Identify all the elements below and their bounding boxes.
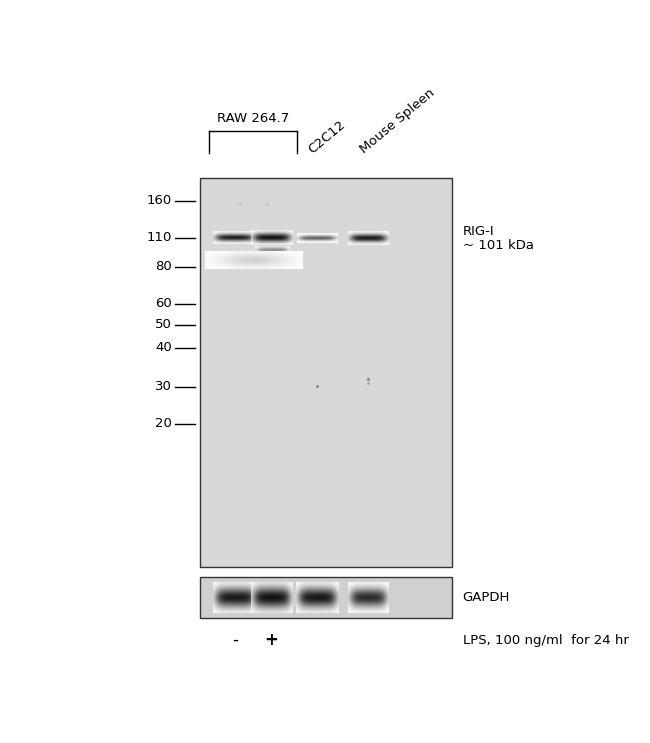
Text: 50: 50 [155,318,172,331]
Text: ~ 101 kDa: ~ 101 kDa [463,239,534,253]
Text: -: - [232,631,238,649]
Text: Mouse Spleen: Mouse Spleen [358,86,437,156]
Text: 60: 60 [155,297,172,310]
Text: RAW 264.7: RAW 264.7 [216,112,289,126]
Text: 110: 110 [146,231,172,244]
Text: 30: 30 [155,380,172,393]
Text: GAPDH: GAPDH [463,591,510,604]
Text: 20: 20 [155,418,172,430]
Text: +: + [265,631,279,649]
Text: 40: 40 [155,341,172,354]
Bar [200,178,452,567]
Text: RIG-I: RIG-I [463,224,494,238]
Text: 80: 80 [155,260,172,273]
Bar [200,577,452,618]
Text: C2C12: C2C12 [306,118,348,156]
Text: LPS, 100 ng/ml  for 24 hr: LPS, 100 ng/ml for 24 hr [463,634,629,646]
Text: 160: 160 [147,194,172,207]
